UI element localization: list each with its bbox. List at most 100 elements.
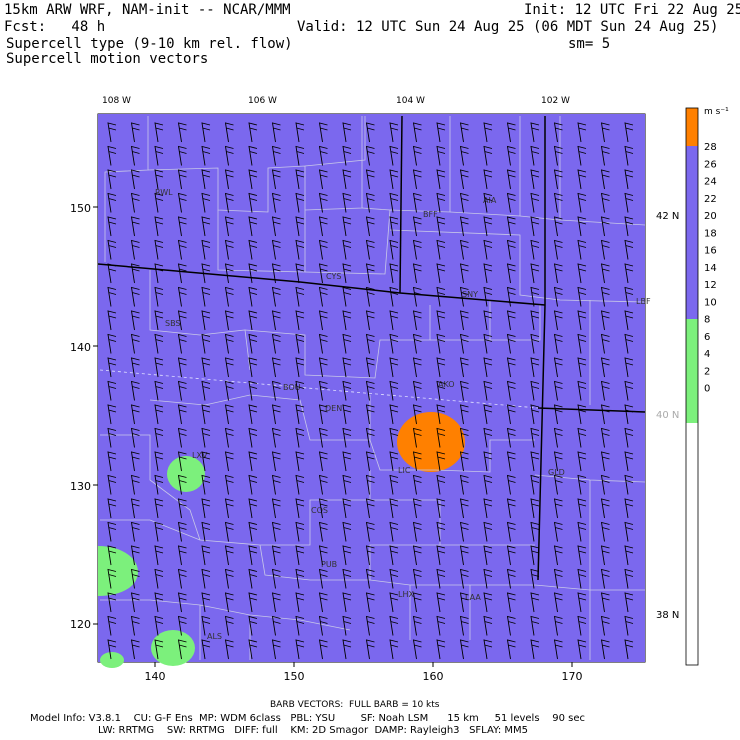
- wind-barb: [201, 639, 211, 660]
- wind-barb: [436, 592, 446, 613]
- wind-barb: [201, 263, 211, 284]
- wind-barb: [224, 615, 234, 636]
- wind-barb: [224, 474, 234, 495]
- wind-barb: [154, 427, 164, 448]
- wind-barb: [201, 122, 211, 143]
- wind-barb: [248, 286, 258, 307]
- wind-barb: [342, 404, 352, 425]
- wind-barb: [154, 545, 164, 566]
- grid-y-ticks: 150 140 130 120: [70, 202, 91, 631]
- wind-barb: [436, 615, 446, 636]
- wind-barb: [459, 451, 469, 472]
- wind-barb: [177, 216, 187, 237]
- wind-barb: [224, 192, 234, 213]
- wind-barb: [318, 310, 328, 331]
- wind-barb: [107, 310, 117, 331]
- wind-barb: [271, 169, 281, 190]
- wind-barb: [107, 474, 117, 495]
- wind-barb: [318, 404, 328, 425]
- forecast-hour: Fcst: 48 h: [4, 19, 106, 35]
- wind-barb: [271, 145, 281, 166]
- wind-barb: [459, 545, 469, 566]
- wind-barb: [177, 286, 187, 307]
- wind-barb: [318, 521, 328, 542]
- wind-barb: [224, 427, 234, 448]
- wind-barb: [624, 568, 634, 589]
- wind-barb: [530, 380, 540, 401]
- wind-barb: [154, 404, 164, 425]
- wind-barb: [600, 568, 610, 589]
- wind-barb: [600, 427, 610, 448]
- wind-barb: [530, 592, 540, 613]
- wind-barb: [224, 380, 234, 401]
- wind-barb: [295, 451, 305, 472]
- wind-barb: [483, 615, 493, 636]
- wind-barb: [201, 615, 211, 636]
- wind-barb: [295, 122, 305, 143]
- wind-barb: [553, 216, 563, 237]
- state-borders: [97, 115, 646, 581]
- wind-barb: [436, 239, 446, 260]
- wind-barb: [389, 380, 399, 401]
- wind-barb: [483, 216, 493, 237]
- barb-legend: BARB VECTORS: FULL BARB = 10 kts: [270, 700, 440, 710]
- wind-barb: [577, 263, 587, 284]
- station-label: LXV: [192, 451, 208, 460]
- wind-barb: [530, 639, 540, 660]
- wind-barb: [224, 357, 234, 378]
- wind-barb: [412, 451, 422, 472]
- wind-barb: [107, 263, 117, 284]
- blob-layer: [98, 412, 465, 668]
- x-tick-label: 150: [284, 670, 305, 683]
- wind-barb: [154, 216, 164, 237]
- wind-barb: [600, 474, 610, 495]
- station-label: LBF: [636, 297, 651, 306]
- wind-barb: [412, 568, 422, 589]
- wind-barb: [271, 239, 281, 260]
- wind-barb: [318, 639, 328, 660]
- wind-barb: [459, 427, 469, 448]
- x-tick-label: 160: [423, 670, 444, 683]
- wind-barb: [459, 310, 469, 331]
- wind-barb: [201, 380, 211, 401]
- wind-barb: [412, 404, 422, 425]
- wind-barb: [553, 122, 563, 143]
- colorbar-label: 20: [704, 211, 717, 222]
- wind-barb: [530, 286, 540, 307]
- wind-barb: [459, 639, 469, 660]
- wind-barb: [459, 239, 469, 260]
- wind-barb: [295, 286, 305, 307]
- lon-label: 104 W: [396, 96, 425, 106]
- wind-barb: [177, 263, 187, 284]
- wind-barb: [624, 451, 634, 472]
- wind-barb: [530, 404, 540, 425]
- wind-barb: [459, 592, 469, 613]
- wind-barb: [483, 357, 493, 378]
- wind-barb: [365, 451, 375, 472]
- wind-barb: [483, 474, 493, 495]
- wind-barb: [624, 357, 634, 378]
- lon-label: 106 W: [248, 96, 277, 106]
- wind-barb: [624, 239, 634, 260]
- wind-barb: [248, 545, 258, 566]
- wind-barb: [248, 404, 258, 425]
- wind-barb: [201, 521, 211, 542]
- wind-barb: [436, 545, 446, 566]
- tick-marks: [93, 206, 573, 667]
- wind-barb: [506, 192, 516, 213]
- wind-barb: [600, 545, 610, 566]
- wind-barb: [248, 427, 258, 448]
- wind-barb: [271, 592, 281, 613]
- wind-barb: [365, 615, 375, 636]
- wind-barb: [342, 592, 352, 613]
- wind-barb: [530, 427, 540, 448]
- wind-barb: [483, 122, 493, 143]
- wind-barb: [365, 263, 375, 284]
- wind-barb: [624, 169, 634, 190]
- wind-barb: [318, 474, 328, 495]
- wind-barb: [506, 615, 516, 636]
- wind-barb: [459, 263, 469, 284]
- wind-barb: [295, 145, 305, 166]
- wind-barb: [130, 216, 140, 237]
- wind-barb: [318, 216, 328, 237]
